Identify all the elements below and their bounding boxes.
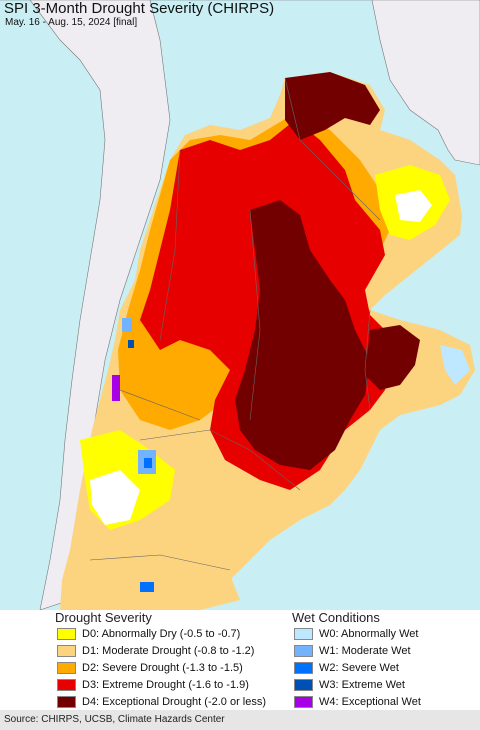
region-d4-north — [285, 72, 380, 140]
swatch-w4 — [294, 696, 313, 708]
legend-label-w2: W2: Severe Wet — [319, 662, 399, 674]
land-nodata — [0, 0, 480, 166]
source-footer: Source: CHIRPS, UCSB, Climate Hazards Ce… — [0, 710, 480, 730]
swatch-d3 — [57, 679, 76, 691]
legend-item-d0: D0: Abnormally Dry (-0.5 to -0.7) — [57, 627, 240, 641]
legend-item-w4: W4: Exceptional Wet — [294, 695, 421, 709]
legend-item-d2: D2: Severe Drought (-1.3 to -1.5) — [57, 661, 243, 675]
region-w0-ne — [395, 190, 432, 222]
region-w0-east — [440, 345, 470, 385]
legend-label-d4: D4: Exceptional Drought (-2.0 or less) — [82, 696, 267, 708]
legend-item-d1: D1: Moderate Drought (-0.8 to -1.2) — [57, 644, 254, 658]
wet-cell-5 — [144, 458, 152, 468]
wet-cell-3 — [128, 340, 134, 348]
wet-cell-2 — [122, 318, 132, 332]
legend-label-w0: W0: Abnormally Wet — [319, 628, 419, 640]
west-land-nodata — [29, 0, 171, 610]
region-d4-center — [235, 200, 370, 470]
legend-item-d4: D4: Exceptional Drought (-2.0 or less) — [57, 695, 266, 709]
borders — [89, 77, 381, 571]
legend-label-d1: D1: Moderate Drought (-0.8 to -1.2) — [82, 645, 255, 657]
swatch-w2 — [294, 662, 313, 674]
legend-label-w3: W3: Extreme Wet — [319, 679, 405, 691]
legend: Drought Severity Wet Conditions D0: Abno… — [0, 610, 480, 710]
legend-label-d3: D3: Extreme Drought (-1.6 to -1.9) — [82, 679, 249, 691]
legend-item-w1: W1: Moderate Wet — [294, 644, 411, 658]
legend-label-d0: D0: Abnormally Dry (-0.5 to -0.7) — [82, 628, 241, 640]
legend-item-w0: W0: Abnormally Wet — [294, 627, 418, 641]
map-title: SPI 3-Month Drought Severity (CHIRPS) — [4, 0, 275, 17]
wet-cell-1 — [112, 375, 120, 401]
swatch-w1 — [294, 645, 313, 657]
swatch-w0 — [294, 628, 313, 640]
map-subtitle: May. 16 - Aug. 15, 2024 [final] — [5, 17, 138, 28]
swatch-d1 — [57, 645, 76, 657]
region-south-white — [90, 470, 140, 525]
legend-item-w2: W2: Severe Wet — [294, 661, 399, 675]
legend-item-d3: D3: Extreme Drought (-1.6 to -1.9) — [57, 678, 249, 692]
drought-map: SPI 3-Month Drought Severity (CHIRPS) Ma… — [0, 0, 480, 610]
map-svg — [0, 0, 480, 610]
legend-label-w4: W4: Exceptional Wet — [319, 696, 421, 708]
region-south-d1 — [70, 555, 240, 610]
wet-heading: Wet Conditions — [292, 610, 380, 625]
wet-cell-6 — [140, 582, 154, 592]
drought-heading: Drought Severity — [55, 610, 152, 625]
swatch-d0 — [57, 628, 76, 640]
legend-label-w1: W1: Moderate Wet — [319, 645, 411, 657]
legend-item-w3: W3: Extreme Wet — [294, 678, 405, 692]
swatch-d2 — [57, 662, 76, 674]
region-d4-east — [365, 325, 420, 390]
swatch-d4 — [57, 696, 76, 708]
legend-label-d2: D2: Severe Drought (-1.3 to -1.5) — [82, 662, 243, 674]
swatch-w3 — [294, 679, 313, 691]
